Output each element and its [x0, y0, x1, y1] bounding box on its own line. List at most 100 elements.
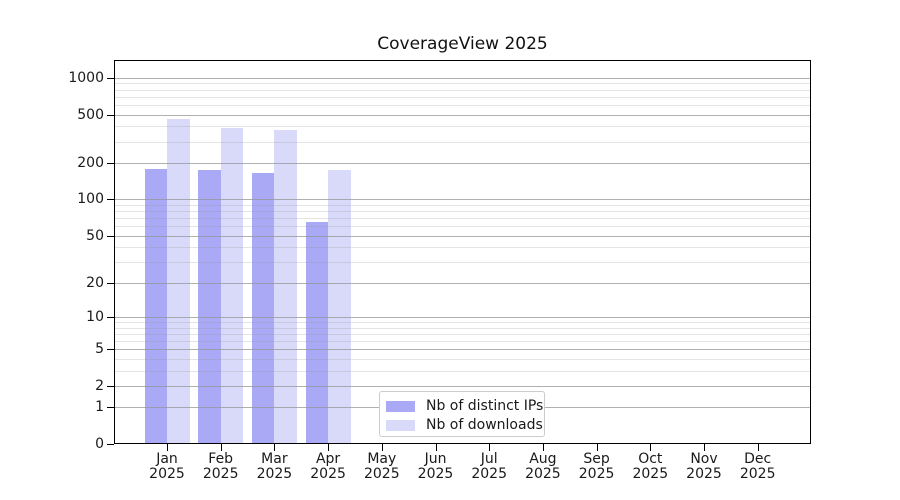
legend-swatch-icon	[386, 401, 415, 412]
x-tick-mark	[596, 444, 598, 451]
month-label: May	[367, 451, 397, 467]
x-tick-label: Jul 2025	[457, 452, 521, 482]
x-tick-label: Oct 2025	[618, 452, 682, 482]
y-tick-label: 1000	[68, 69, 104, 86]
minor-gridline	[114, 358, 811, 360]
legend-label: Nb of distinct IPs	[426, 398, 544, 414]
y-tick-label: 1	[95, 399, 104, 416]
x-tick-mark	[435, 444, 437, 451]
minor-gridline	[114, 104, 811, 106]
major-gridline	[114, 235, 811, 237]
bar-nb-of-downloads	[274, 129, 297, 444]
month-label: Oct	[638, 451, 663, 467]
year-label: 2025	[525, 466, 561, 482]
minor-gridline	[114, 89, 811, 91]
x-tick-mark	[704, 444, 705, 451]
month-label: Jan	[156, 451, 178, 467]
minor-gridline	[114, 141, 811, 143]
year-label: 2025	[471, 466, 507, 482]
month-label: Aug	[529, 451, 557, 467]
major-gridline	[114, 349, 811, 350]
bar-nb-of-downloads	[220, 127, 244, 444]
minor-gridline	[114, 333, 811, 335]
minor-gridline	[114, 370, 811, 372]
x-tick-label: Dec 2025	[726, 452, 790, 482]
major-gridline	[114, 162, 811, 164]
minor-gridline	[114, 322, 811, 323]
year-label: 2025	[202, 466, 239, 482]
x-tick-mark	[489, 444, 491, 451]
minor-gridline	[114, 262, 811, 263]
major-gridline	[114, 316, 811, 318]
year-label: 2025	[417, 466, 454, 482]
x-tick-mark	[650, 444, 652, 451]
minor-gridline	[114, 83, 811, 85]
major-gridline	[114, 114, 811, 116]
legend-row: Nb of downloads	[380, 416, 544, 435]
bar-nb-of-distinct-ips	[305, 221, 329, 444]
x-tick-label: Jan 2025	[135, 452, 199, 482]
x-tick-label: Apr 2025	[296, 452, 360, 482]
year-label: 2025	[632, 466, 669, 482]
bar-nb-of-distinct-ips	[198, 170, 221, 444]
year-label: 2025	[739, 466, 776, 482]
minor-gridline	[114, 204, 811, 206]
y-tick-mark	[107, 444, 114, 445]
x-tick-mark	[328, 444, 330, 451]
x-tick-mark	[167, 444, 168, 451]
month-label: Jul	[480, 451, 498, 467]
y-tick-label: 5	[95, 341, 104, 357]
x-tick-mark	[220, 444, 222, 451]
minor-gridline	[114, 211, 811, 213]
y-tick-label: 20	[86, 274, 104, 291]
major-gridline	[114, 282, 811, 284]
minor-gridline	[114, 340, 811, 342]
y-tick-mark	[107, 235, 114, 237]
x-tick-mark	[381, 444, 383, 451]
year-label: 2025	[578, 466, 615, 482]
bar-nb-of-downloads	[328, 169, 351, 444]
minor-gridline	[114, 126, 811, 128]
x-tick-label: Jun 2025	[404, 452, 468, 482]
month-label: Sep	[583, 451, 610, 467]
legend: Nb of distinct IPs Nb of downloads	[379, 391, 545, 437]
y-tick-mark	[107, 407, 114, 409]
major-gridline	[114, 77, 811, 79]
legend-label: Nb of downloads	[426, 417, 543, 433]
major-gridline	[114, 199, 811, 201]
y-tick-mark	[107, 316, 114, 318]
x-tick-mark	[757, 444, 759, 451]
year-label: 2025	[310, 466, 346, 482]
month-label: Apr	[315, 451, 341, 467]
year-label: 2025	[256, 466, 293, 482]
y-tick-label: 500	[77, 106, 104, 123]
major-gridline	[114, 385, 811, 387]
y-tick-mark	[107, 349, 114, 350]
minor-gridline	[114, 327, 811, 329]
bar-nb-of-downloads	[167, 119, 190, 444]
y-tick-label: 0	[95, 436, 104, 452]
legend-row: Nb of distinct IPs	[380, 397, 544, 416]
y-tick-label: 100	[77, 191, 104, 208]
x-tick-label: Nov 2025	[672, 452, 736, 482]
x-tick-mark	[542, 444, 544, 451]
y-tick-mark	[107, 199, 114, 201]
y-tick-mark	[107, 162, 114, 164]
month-label: Nov	[690, 451, 718, 467]
y-tick-label: 50	[86, 227, 104, 244]
chart-title: CoverageView 2025	[377, 34, 548, 54]
legend-swatch-icon	[386, 420, 415, 431]
year-label: 2025	[363, 466, 400, 482]
year-label: 2025	[149, 466, 185, 482]
year-label: 2025	[686, 466, 722, 482]
y-tick-mark	[107, 282, 114, 284]
minor-gridline	[114, 96, 811, 98]
bar-nb-of-distinct-ips	[251, 173, 275, 444]
x-tick-label: May 2025	[350, 452, 414, 482]
y-tick-label: 200	[77, 154, 104, 171]
month-label: Feb	[208, 451, 234, 467]
month-label: Jun	[424, 451, 447, 467]
minor-gridline	[114, 226, 811, 228]
y-tick-mark	[107, 114, 114, 116]
